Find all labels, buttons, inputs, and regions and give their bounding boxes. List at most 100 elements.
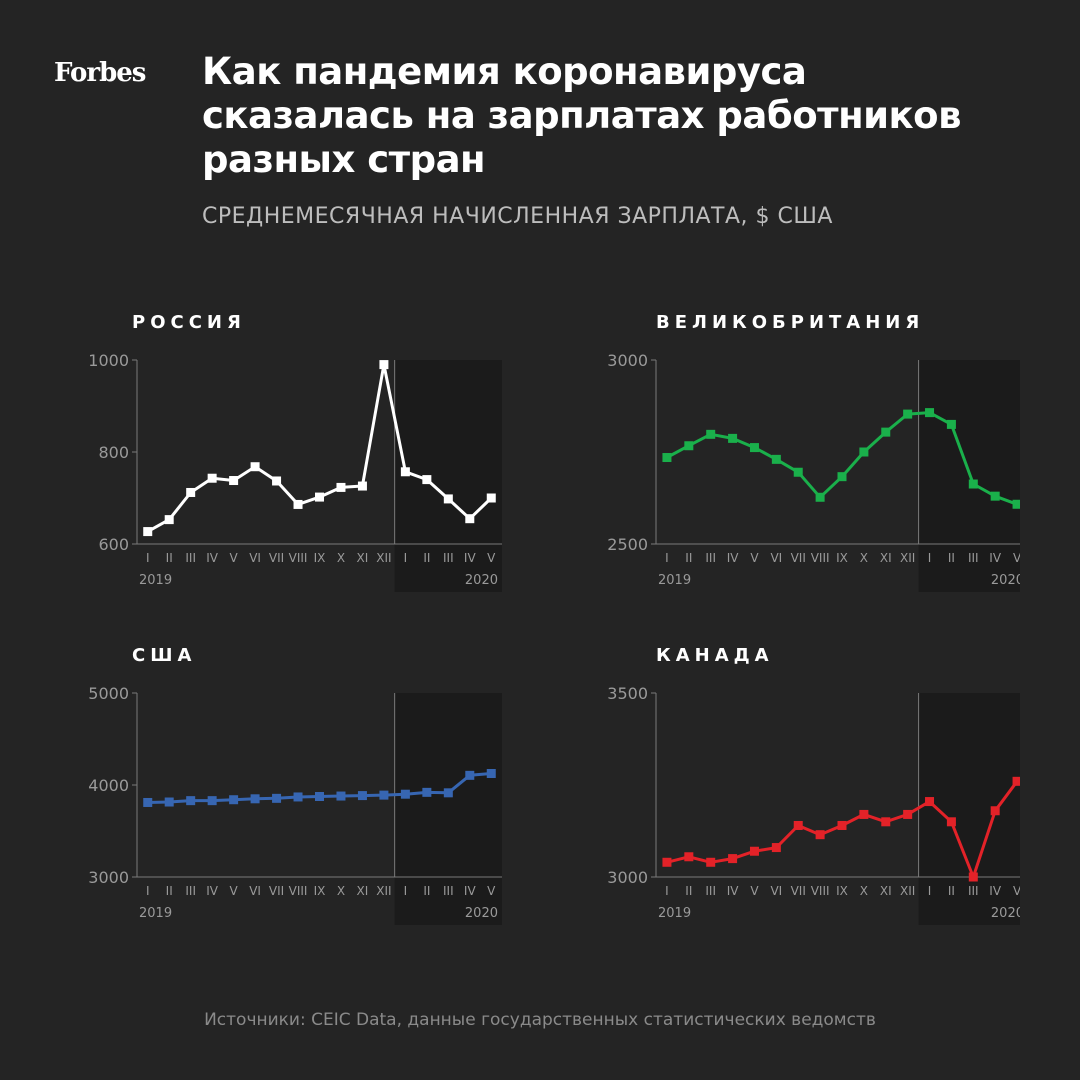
chart-title: США	[132, 645, 197, 666]
x-tick-label: XI	[880, 884, 892, 898]
y-tick-label: 3000	[607, 351, 648, 370]
data-point	[684, 852, 694, 862]
x-tick-label: X	[337, 551, 345, 565]
x-tick-label: V	[750, 884, 759, 898]
data-point	[400, 467, 410, 477]
data-point	[465, 770, 475, 780]
x-tick-label: I	[404, 884, 408, 898]
y-tick-label: 800	[98, 443, 129, 462]
x-tick-label: III	[185, 884, 196, 898]
x-tick-label: IX	[836, 551, 848, 565]
data-point	[968, 872, 978, 882]
data-point	[315, 792, 324, 801]
x-tick-label: V	[750, 551, 759, 565]
x-tick-label: III	[443, 551, 454, 565]
x-tick-label: IV	[989, 551, 1002, 565]
data-point	[1012, 776, 1020, 786]
data-point	[250, 794, 260, 804]
data-point	[315, 492, 324, 502]
data-point	[859, 809, 869, 819]
source-note: Источники: CEIC Data, данные государстве…	[204, 1010, 876, 1030]
x-tick-label: II	[948, 884, 955, 898]
x-tick-label: V	[487, 551, 496, 565]
x-tick-label: III	[443, 884, 454, 898]
data-point	[990, 806, 1000, 816]
chart-title: ВЕЛИКОБРИТАНИЯ	[656, 312, 925, 333]
data-point	[903, 809, 913, 819]
y-tick-label: 5000	[88, 684, 129, 703]
x-tick-label: X	[337, 884, 345, 898]
data-point	[749, 443, 759, 453]
data-point	[379, 360, 389, 370]
chart-title: РОССИЯ	[132, 312, 246, 333]
data-point	[946, 817, 956, 827]
x-tick-label: II	[166, 551, 173, 565]
x-tick-label: IX	[836, 884, 848, 898]
x-tick-label: II	[423, 884, 430, 898]
data-point	[164, 515, 174, 525]
x-tick-label: I	[146, 884, 150, 898]
data-point	[336, 482, 346, 492]
x-tick-label: III	[705, 884, 716, 898]
data-point	[357, 481, 367, 491]
data-point	[881, 817, 891, 827]
x-tick-label: IV	[989, 884, 1002, 898]
x-tick-label: VI	[249, 551, 261, 565]
data-point	[1012, 499, 1020, 509]
data-point	[422, 475, 432, 485]
x-tick-label: XI	[357, 551, 369, 565]
data-point	[186, 796, 196, 806]
data-point	[946, 419, 956, 429]
x-tick-label: XII	[900, 884, 915, 898]
data-point	[662, 857, 672, 867]
data-point	[968, 479, 978, 489]
x-tick-label: I	[404, 551, 408, 565]
x-tick-label: II	[948, 551, 955, 565]
data-point	[903, 409, 913, 419]
x-tick-label: IV	[727, 551, 740, 565]
x-tick-label: I	[665, 884, 669, 898]
data-point	[143, 527, 153, 537]
data-point	[771, 843, 781, 853]
chart-panel-usa: США 3000 4000 5000 I II III IV V VI VII VIII IX X XI X…	[82, 645, 522, 945]
data-point	[728, 433, 738, 443]
x-tick-label: V	[1013, 551, 1020, 565]
year-label: 2020	[465, 573, 498, 588]
data-point	[990, 491, 1000, 501]
x-tick-label: VI	[770, 884, 782, 898]
data-point	[229, 476, 239, 486]
x-tick-label: XII	[376, 884, 391, 898]
data-point	[925, 408, 935, 418]
data-point	[837, 820, 847, 830]
data-point	[357, 791, 367, 801]
x-tick-label: X	[860, 551, 868, 565]
y-tick-label: 3000	[88, 868, 129, 887]
x-tick-label: I	[665, 551, 669, 565]
data-point	[486, 493, 496, 503]
chart-panel-canada: КАНАДА 3000 3500 I II III IV V VI VII VIII IX X XI XI…	[580, 645, 1020, 945]
data-point	[207, 796, 217, 806]
x-tick-label: VII	[791, 551, 806, 565]
x-tick-label: I	[146, 551, 150, 565]
x-tick-label: VII	[269, 884, 284, 898]
data-point	[662, 453, 672, 463]
x-tick-label: I	[928, 884, 932, 898]
x-tick-label: V	[487, 884, 496, 898]
x-tick-label: VIII	[811, 551, 830, 565]
data-point	[443, 788, 453, 798]
year-label: 2019	[139, 573, 172, 588]
x-tick-label: II	[166, 884, 173, 898]
x-tick-label: V	[230, 884, 239, 898]
data-point	[186, 487, 196, 497]
data-point	[272, 476, 282, 486]
x-tick-label: XII	[900, 551, 915, 565]
data-point	[465, 514, 475, 524]
data-point	[793, 820, 803, 830]
forbes-logo: Forbes	[54, 58, 146, 88]
year-label: 2020	[991, 906, 1020, 921]
year-label: 2019	[658, 906, 691, 921]
data-point	[207, 473, 217, 483]
